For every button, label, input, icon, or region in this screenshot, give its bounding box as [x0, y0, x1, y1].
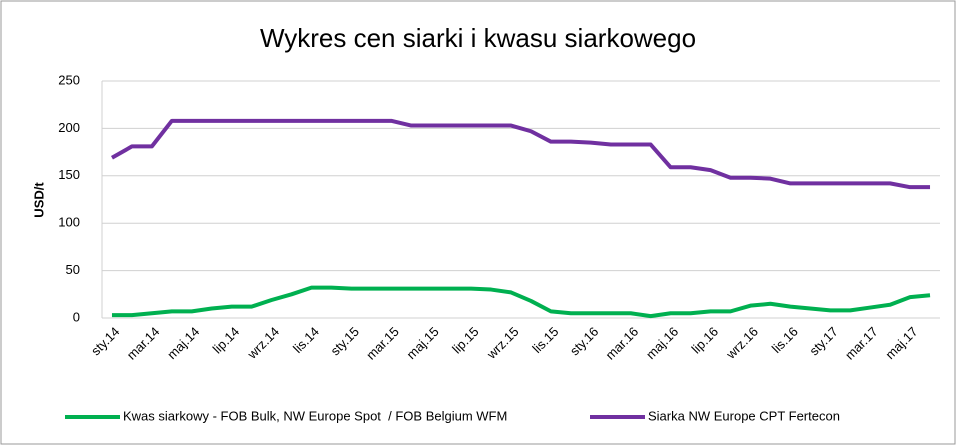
y-tick-label: 150 — [58, 167, 80, 182]
legend-label: Siarka NW Europe CPT Fertecon — [648, 408, 840, 423]
legend-label: Kwas siarkowy - FOB Bulk, NW Europe Spot… — [123, 408, 507, 423]
chart-title: Wykres cen siarki i kwasu siarkowego — [260, 23, 696, 53]
series-line — [111, 285, 931, 319]
y-tick-label: 200 — [58, 120, 80, 135]
y-tick-label: 250 — [58, 72, 80, 87]
series-line — [110, 118, 931, 190]
y-tick-label: 0 — [73, 309, 80, 324]
y-tick-label: 100 — [58, 215, 80, 230]
y-tick-label: 50 — [66, 262, 80, 277]
y-axis-label: USD/t — [31, 182, 46, 218]
